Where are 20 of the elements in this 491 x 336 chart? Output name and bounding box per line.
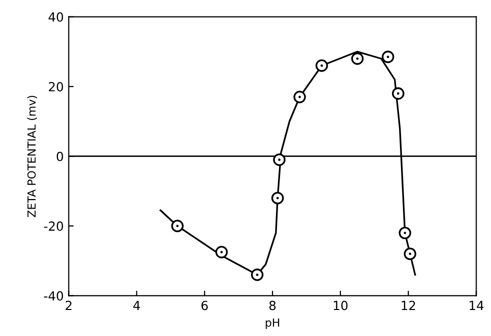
- x-tick-label: 6: [201, 300, 208, 310]
- y-tick-label: -20: [44, 221, 64, 231]
- point: [271, 192, 284, 204]
- x-tick-label: 10: [334, 300, 348, 310]
- point: [171, 220, 184, 232]
- x-tick-label: 8: [269, 300, 276, 310]
- y-tick-label: 20: [48, 82, 64, 92]
- x-tick-label: 4: [133, 300, 140, 310]
- point: [316, 59, 328, 72]
- x-tick-label: 2: [66, 300, 72, 310]
- x-axis-title: pH: [266, 318, 280, 329]
- point: [251, 268, 264, 281]
- point: [398, 226, 412, 240]
- x-tick-label: 12: [402, 300, 416, 310]
- y-tick-label: -40: [44, 291, 64, 301]
- y-axis-title: ZETA POTENTIAL (mv): [27, 96, 38, 218]
- y-tick-label: 40: [48, 12, 64, 22]
- y-tick-label: 0: [56, 152, 64, 162]
- x-tick-label: 14: [470, 300, 484, 310]
- point: [293, 90, 306, 104]
